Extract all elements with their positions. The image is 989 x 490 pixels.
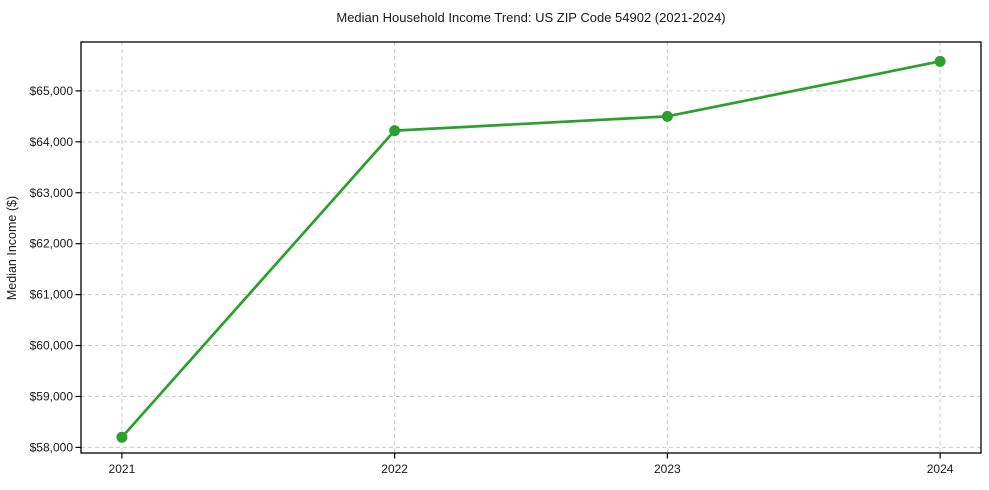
x-tick-label: 2022 (381, 462, 408, 476)
data-point-2021 (116, 431, 128, 443)
x-tick-label: 2021 (109, 462, 136, 476)
y-tick-label: $63,000 (30, 186, 74, 200)
y-tick-label: $65,000 (30, 84, 74, 98)
y-tick-label: $62,000 (30, 237, 74, 251)
plot-border (80, 41, 982, 454)
y-tick-label: $59,000 (30, 389, 74, 403)
y-tick-label: $64,000 (30, 135, 74, 149)
y-axis-label: Median Income ($) (5, 196, 19, 300)
grid-layer (81, 42, 981, 453)
data-point-2023 (661, 110, 673, 122)
y-tick-label: $58,000 (30, 440, 74, 454)
y-tick-label: $61,000 (30, 288, 74, 302)
x-tick-label: 2023 (654, 462, 681, 476)
series-layer (116, 55, 946, 443)
data-point-2024 (934, 55, 946, 67)
y-tick-label: $60,000 (30, 339, 74, 353)
chart-title: Median Household Income Trend: US ZIP Co… (336, 10, 725, 25)
axis-layer: $58,000 $59,000 $60,000 $61,000 $62,000 $63,0… (30, 41, 982, 476)
trend-line (120, 60, 942, 439)
data-point-2022 (389, 125, 401, 137)
x-tick-label: 2024 (927, 462, 954, 476)
